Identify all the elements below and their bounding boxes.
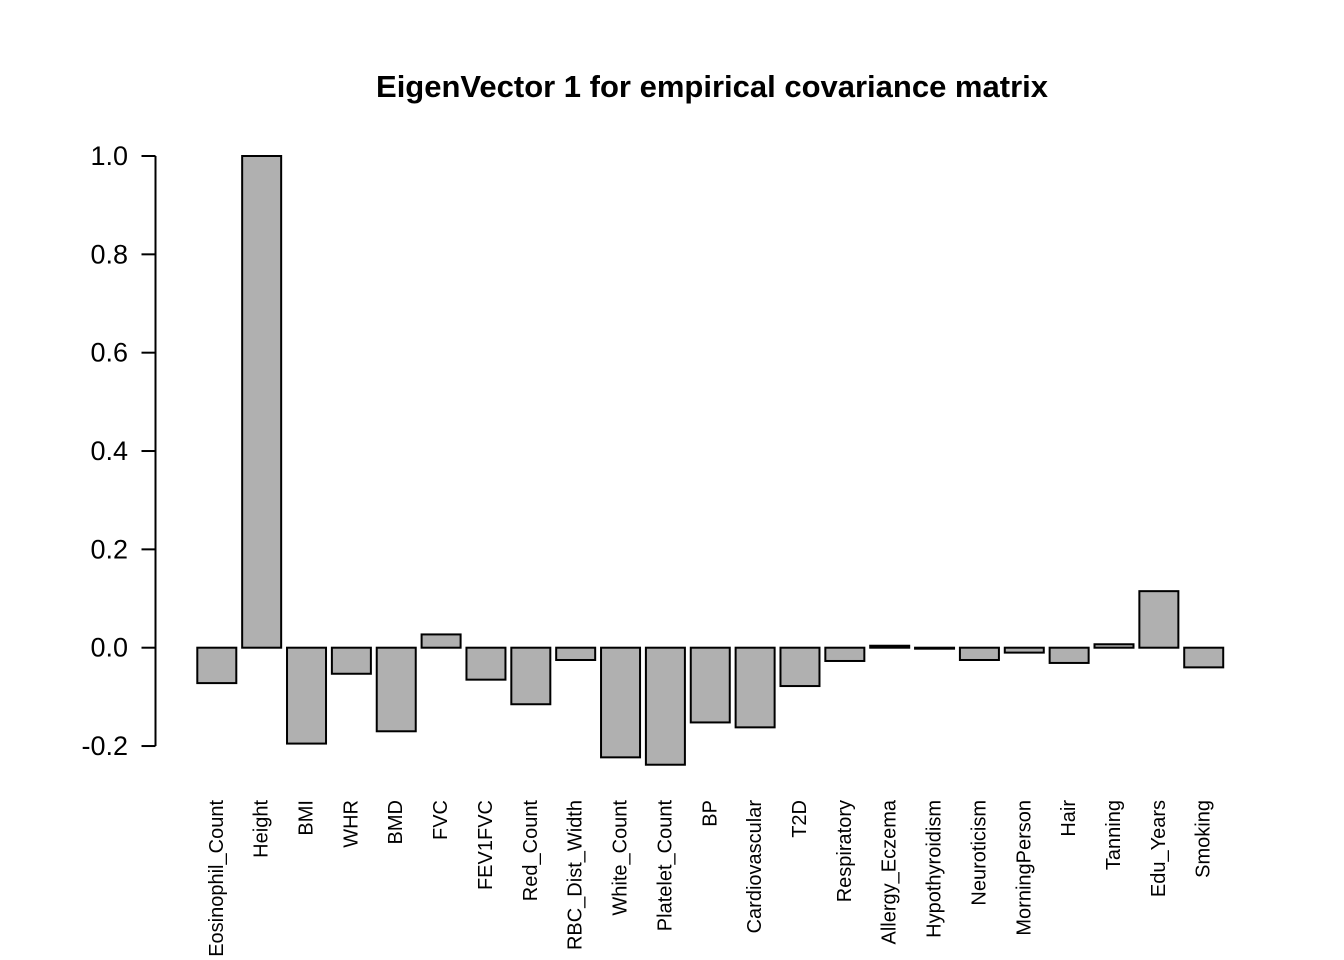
y-axis: 1.0 0.8 0.6 0.4 0.2 0.0 -0.2	[81, 141, 157, 761]
y-tick-label: 0.4	[90, 436, 128, 466]
y-tick-label: 0.8	[90, 239, 128, 269]
x-label-Cardiovascular: Cardiovascular	[744, 800, 766, 934]
x-label-Neuroticism: Neuroticism	[968, 800, 990, 906]
bar-RBC_Dist_Width	[555, 646, 597, 661]
x-label-MorningPerson: MorningPerson	[1013, 800, 1035, 936]
bar-BMD	[375, 646, 417, 733]
y-tick-label: 0.0	[90, 633, 128, 663]
x-label-Red_Count: Red_Count	[520, 800, 542, 902]
x-label-Edu_Years: Edu_Years	[1148, 800, 1170, 897]
bar-Tanning	[1093, 643, 1135, 649]
x-label-BMD: BMD	[385, 800, 407, 844]
bar-Neuroticism	[958, 646, 1000, 661]
y-tick-label: 0.6	[90, 338, 128, 368]
bar-Red_Count	[510, 646, 552, 706]
bar-BP	[689, 646, 731, 724]
bar-Edu_Years	[1138, 590, 1180, 649]
x-label-Platelet_Count: Platelet_Count	[654, 800, 676, 932]
bar-Height	[241, 155, 283, 649]
bar-WHR	[330, 646, 372, 675]
bar-Allergy_Eczema	[869, 644, 911, 649]
bar-Respiratory	[824, 646, 866, 662]
bar-T2D	[779, 646, 821, 688]
x-label-T2D: T2D	[789, 800, 811, 838]
x-label-Tanning: Tanning	[1103, 800, 1125, 870]
x-label-Height: Height	[251, 800, 273, 858]
bar-BMI	[286, 646, 328, 745]
y-tick-label: 1.0	[90, 141, 128, 171]
x-label-FVC: FVC	[430, 800, 452, 840]
bar-Hair	[1048, 646, 1090, 664]
x-label-Respiratory: Respiratory	[834, 800, 856, 902]
chart-title: EigenVector 1 for empirical covariance m…	[376, 69, 1049, 104]
bar-Eosinophil_Count	[196, 646, 238, 685]
bar-Platelet_Count	[644, 646, 686, 766]
bar-FVC	[420, 633, 462, 649]
bar-Cardiovascular	[734, 646, 776, 729]
x-label-FEV1FVC: FEV1FVC	[475, 800, 497, 890]
y-tick-label: 0.2	[90, 534, 128, 564]
bar-FEV1FVC	[465, 646, 507, 681]
y-tick-label: -0.2	[81, 731, 128, 761]
x-label-Hair: Hair	[1058, 800, 1080, 837]
bars-group	[196, 155, 1225, 766]
bar-White_Count	[600, 646, 642, 759]
x-label-Eosinophil_Count: Eosinophil_Count	[206, 800, 228, 957]
bar-Hypothyroidism	[914, 646, 956, 650]
x-label-RBC_Dist_Width: RBC_Dist_Width	[565, 800, 587, 950]
x-label-White_Count: White_Count	[610, 800, 632, 916]
x-label-BMI: BMI	[296, 800, 318, 836]
x-label-Smoking: Smoking	[1193, 800, 1215, 878]
bar-MorningPerson	[1003, 646, 1045, 654]
x-category-labels: Eosinophil_Count Height BMI WHR BMD FVC FEV1FV…	[206, 799, 1215, 957]
x-label-BP: BP	[699, 800, 721, 827]
x-label-Hypothyroidism: Hypothyroidism	[924, 800, 946, 938]
bar-Smoking	[1183, 646, 1225, 669]
x-label-Allergy_Eczema: Allergy_Eczema	[879, 799, 901, 944]
x-label-WHR: WHR	[340, 800, 362, 848]
